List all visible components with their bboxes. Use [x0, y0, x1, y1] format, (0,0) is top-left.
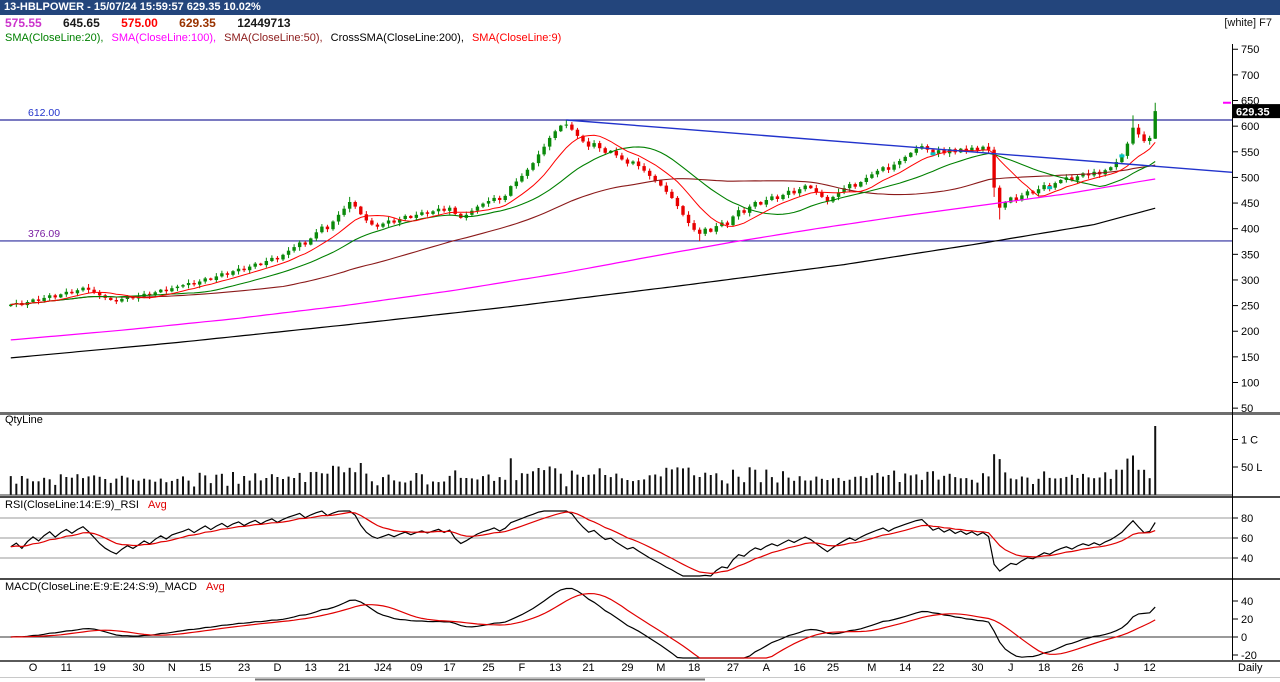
macd-label-text: MACD(CloseLine:E:9:E:24:S:9)_MACD	[5, 581, 197, 593]
legend-sma200: CrossSMA(CloseLine:200),	[330, 32, 464, 44]
moving-averages	[10, 134, 1156, 359]
quote-high: 645.65	[63, 16, 100, 30]
macd-panel: 40 20 0 -20	[0, 587, 1257, 662]
svg-text:11: 11	[61, 662, 72, 674]
svg-text:J: J	[1114, 662, 1120, 674]
legend-sma9: SMA(CloseLine:9)	[471, 32, 562, 44]
svg-text:26: 26	[1071, 662, 1083, 674]
svg-text:629.35: 629.35	[1236, 107, 1270, 119]
horizontal-lines: 612.00 376.09	[0, 107, 1232, 242]
svg-text:O: O	[29, 662, 38, 674]
svg-text:18: 18	[1038, 662, 1050, 674]
svg-text:550: 550	[1241, 147, 1259, 159]
volume-panel: 1 C 50 L	[0, 426, 1262, 496]
svg-text:50: 50	[1241, 403, 1253, 415]
rsi-panel: 80 60 40	[0, 510, 1253, 577]
quote-low: 575.00	[121, 16, 158, 30]
svg-text:N: N	[168, 662, 176, 674]
volume-label-text: QtyLine	[5, 414, 43, 426]
svg-text:M: M	[867, 662, 876, 674]
svg-text:29: 29	[621, 662, 633, 674]
svg-text:13: 13	[549, 662, 561, 674]
svg-text:12: 12	[1144, 662, 1156, 674]
svg-text:60: 60	[1241, 533, 1253, 545]
svg-text:D: D	[273, 662, 281, 674]
svg-text:30: 30	[971, 662, 983, 674]
trend-line	[566, 119, 1233, 190]
svg-text:500: 500	[1241, 172, 1259, 184]
quote-close: 629.35	[179, 16, 216, 30]
svg-text:40: 40	[1241, 553, 1253, 565]
svg-text:200: 200	[1241, 326, 1259, 338]
svg-text:50 L: 50 L	[1241, 462, 1262, 474]
svg-text:700: 700	[1241, 70, 1259, 82]
volume-panel-label: QtyLine	[5, 415, 43, 426]
svg-text:150: 150	[1241, 352, 1259, 364]
svg-text:09: 09	[410, 662, 422, 674]
legend-sma50: SMA(CloseLine:50),	[224, 32, 323, 44]
svg-text:376.09: 376.09	[28, 228, 60, 240]
rsi-avg-label: Avg	[147, 499, 167, 511]
svg-text:300: 300	[1241, 275, 1259, 287]
quote-volume: 12449713	[237, 16, 291, 30]
svg-text:612.00: 612.00	[28, 107, 60, 119]
svg-text:80: 80	[1241, 513, 1253, 525]
template-shortcut-label: [white] F7	[1224, 17, 1272, 29]
panel-separators	[0, 44, 1280, 678]
rsi-label-text: RSI(CloseLine:14:E:9)_RSI	[5, 499, 139, 511]
svg-text:1 C: 1 C	[1241, 435, 1258, 447]
svg-text:27: 27	[727, 662, 739, 674]
svg-text:13: 13	[305, 662, 317, 674]
quote-row: 575.55 645.65 575.00 629.35 12449713 [wh…	[0, 15, 1280, 31]
indicator-legend: SMA(CloseLine:20), SMA(CloseLine:100), S…	[0, 31, 1280, 45]
svg-text:400: 400	[1241, 224, 1259, 236]
svg-text:21: 21	[582, 662, 594, 674]
price-axis: 7507006506005505004504003503002502001501…	[1223, 44, 1259, 415]
svg-text:M: M	[656, 662, 665, 674]
svg-text:23: 23	[238, 662, 250, 674]
svg-text:J: J	[1008, 662, 1014, 674]
svg-text:250: 250	[1241, 301, 1259, 313]
svg-text:25: 25	[482, 662, 494, 674]
svg-text:100: 100	[1241, 378, 1259, 390]
svg-text:30: 30	[132, 662, 144, 674]
window-title-bar[interactable]: 13-HBLPOWER - 15/07/24 15:59:57 629.35 1…	[0, 0, 1280, 15]
timeframe-label[interactable]: Daily	[1238, 662, 1263, 674]
svg-text:19: 19	[94, 662, 106, 674]
legend-sma100: SMA(CloseLine:100),	[111, 32, 217, 44]
svg-text:14: 14	[899, 662, 911, 674]
svg-text:0: 0	[1241, 632, 1247, 644]
svg-text:25: 25	[827, 662, 839, 674]
svg-text:-20: -20	[1241, 650, 1257, 662]
quote-open: 575.55	[5, 16, 42, 30]
svg-text:A: A	[763, 662, 771, 674]
rsi-panel-label: RSI(CloseLine:14:E:9)_RSI Avg	[5, 500, 167, 511]
svg-text:17: 17	[444, 662, 456, 674]
svg-text:21: 21	[338, 662, 350, 674]
window-title: 13-HBLPOWER - 15/07/24 15:59:57 629.35 1…	[4, 1, 261, 13]
svg-text:18: 18	[688, 662, 700, 674]
date-axis: O 11 19 30 N 15 23 D 13 21 J24 09 17 25 F 13 21 29 M 18 27 A 1…	[29, 662, 1156, 674]
macd-panel-label: MACD(CloseLine:E:9:E:24:S:9)_MACD Avg	[5, 582, 225, 593]
svg-text:450: 450	[1241, 198, 1259, 210]
legend-sma20: SMA(CloseLine:20),	[5, 32, 104, 44]
macd-avg-label: Avg	[206, 581, 225, 593]
svg-text:16: 16	[794, 662, 806, 674]
svg-text:22: 22	[932, 662, 944, 674]
svg-text:20: 20	[1241, 614, 1253, 626]
svg-text:750: 750	[1241, 44, 1259, 56]
last-price-marker: 629.35	[1233, 104, 1280, 119]
svg-text:600: 600	[1241, 121, 1259, 133]
svg-text:J24: J24	[374, 662, 392, 674]
svg-text:F: F	[519, 662, 526, 674]
svg-text:40: 40	[1241, 596, 1253, 608]
svg-text:15: 15	[199, 662, 211, 674]
svg-text:350: 350	[1241, 249, 1259, 261]
